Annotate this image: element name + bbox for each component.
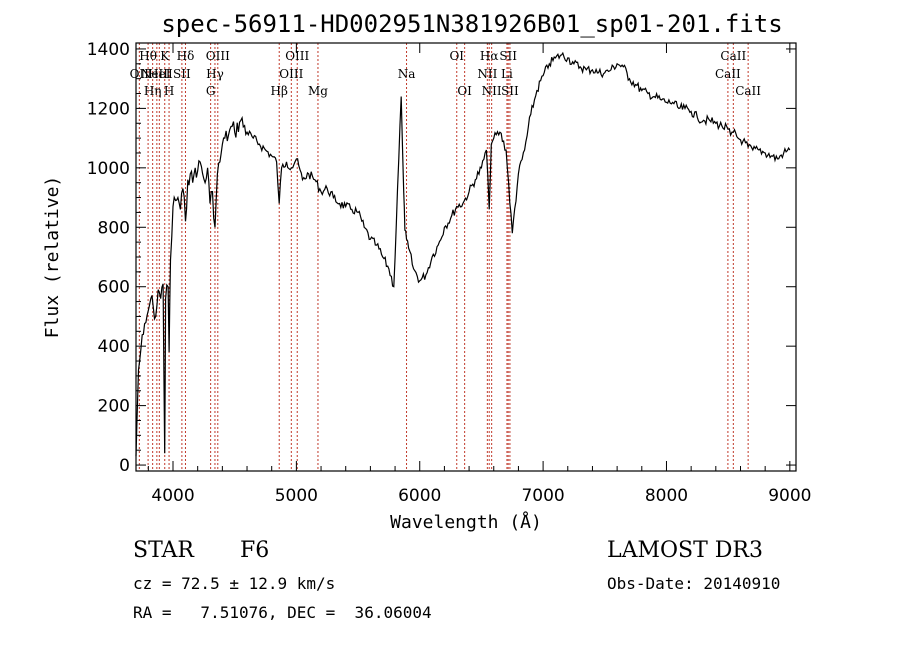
line-label-26: CaII	[720, 49, 746, 63]
line-label-12: Hβ	[271, 84, 288, 98]
line-label-25: CaII	[715, 67, 741, 81]
line-markers	[138, 43, 749, 471]
line-label-9: G	[206, 84, 216, 98]
observation-date: Obs-Date: 20140910	[607, 574, 781, 593]
line-label-21: NII	[482, 84, 502, 98]
line-label-16: Na	[398, 67, 416, 81]
line-label-10: Hγ	[206, 67, 224, 81]
line-label-14: OIII	[285, 49, 309, 63]
y-tick-label-1200: 1200	[87, 99, 130, 119]
line-label-20: Hα	[480, 49, 499, 63]
line-label-18: OI	[457, 84, 472, 98]
x-tick-label-7000: 7000	[521, 486, 564, 506]
line-label-3: NeIII	[141, 67, 173, 81]
line-label-5: K	[160, 49, 170, 63]
line-label-2: Hη	[144, 84, 162, 98]
y-axis: 0 200 400 600 800 1000 1200 1400	[87, 40, 796, 476]
line-label-17: OI	[449, 49, 464, 63]
x-tick-label-6000: 6000	[398, 486, 441, 506]
survey-name: LAMOST DR3	[607, 538, 763, 563]
spectrum-chart: spec-56911-HD002951N381926B01_sp01-201.f…	[42, 10, 811, 533]
line-label-23: SII	[499, 49, 517, 63]
line-label-6: H	[164, 84, 174, 98]
x-tick-label-4000: 4000	[151, 486, 194, 506]
line-label-1: Hθ	[139, 49, 157, 63]
spectrum-series	[135, 51, 791, 457]
y-tick-label-600: 600	[98, 278, 130, 298]
line-label-22: Li	[501, 67, 513, 81]
y-tick-label-400: 400	[98, 337, 130, 357]
line-label-4: HeI	[148, 67, 171, 81]
chart-title: spec-56911-HD002951N381926B01_sp01-201.f…	[161, 10, 782, 38]
line-label-11: OIII	[206, 49, 230, 63]
object-type: STAR	[133, 538, 194, 563]
ra-dec-coordinates: RA = 7.51076, DEC = 36.06004	[133, 603, 432, 622]
y-tick-label-0: 0	[119, 456, 130, 476]
line-label-13: OIII	[279, 67, 303, 81]
y-tick-label-1400: 1400	[87, 40, 130, 60]
line-label-15: Mg	[308, 84, 328, 98]
x-axis: 4000 5000 6000 7000 8000 9000	[147, 43, 811, 506]
x-tick-label-5000: 5000	[275, 486, 318, 506]
line-label-27: CaII	[735, 84, 761, 98]
spectral-subclass: F6	[240, 538, 270, 563]
y-tick-label-800: 800	[98, 218, 130, 238]
x-tick-label-8000: 8000	[645, 486, 688, 506]
x-tick-label-9000: 9000	[768, 486, 811, 506]
x-axis-label: Wavelength (Å)	[390, 511, 542, 533]
y-tick-label-200: 200	[98, 397, 130, 417]
line-label-7: SII	[173, 67, 191, 81]
line-label-19: NII	[477, 67, 497, 81]
y-axis-label: Flux (relative)	[42, 176, 63, 339]
redshift-velocity: cz = 72.5 ± 12.9 km/s	[133, 574, 336, 593]
y-tick-label-1000: 1000	[87, 159, 130, 179]
line-label-24: SII	[501, 84, 519, 98]
plot-frame	[135, 42, 797, 472]
line-label-8: Hδ	[177, 49, 195, 63]
line-label-0: OII	[130, 67, 150, 81]
